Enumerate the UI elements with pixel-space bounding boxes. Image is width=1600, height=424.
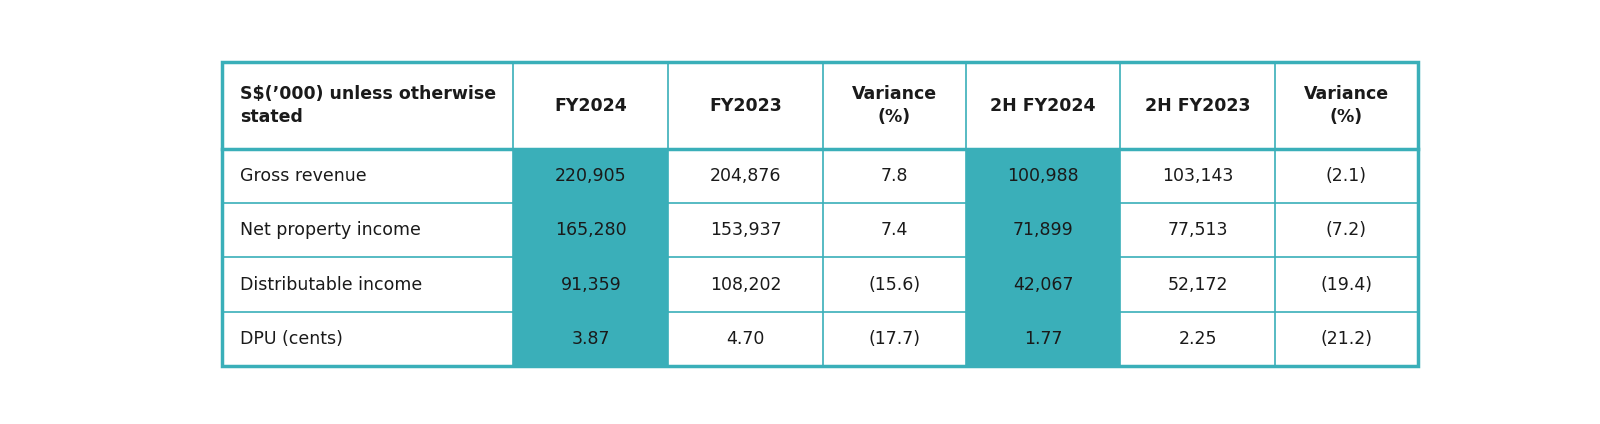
Text: 165,280: 165,280 xyxy=(555,221,627,239)
Bar xyxy=(1120,257,1275,312)
Text: (21.2): (21.2) xyxy=(1320,330,1373,348)
Text: 2H FY2023: 2H FY2023 xyxy=(1146,97,1251,114)
Text: 204,876: 204,876 xyxy=(710,167,781,185)
Bar xyxy=(669,257,822,312)
Text: Variance
(%): Variance (%) xyxy=(851,86,938,126)
Text: 2.25: 2.25 xyxy=(1179,330,1218,348)
Text: 220,905: 220,905 xyxy=(555,167,627,185)
Text: 2H FY2024: 2H FY2024 xyxy=(990,97,1096,114)
Text: 91,359: 91,359 xyxy=(560,276,621,293)
Text: Distributable income: Distributable income xyxy=(240,276,422,293)
Bar xyxy=(514,62,669,149)
Text: 52,172: 52,172 xyxy=(1168,276,1229,293)
Bar xyxy=(669,312,822,366)
Bar xyxy=(514,203,669,257)
Bar xyxy=(669,149,822,203)
Bar xyxy=(514,149,669,203)
Bar xyxy=(822,149,965,203)
Bar xyxy=(1275,149,1418,203)
Text: 153,937: 153,937 xyxy=(710,221,781,239)
Text: (7.2): (7.2) xyxy=(1326,221,1366,239)
Bar xyxy=(822,62,965,149)
Text: Variance
(%): Variance (%) xyxy=(1304,86,1389,126)
Bar xyxy=(222,203,514,257)
Bar xyxy=(669,203,822,257)
Bar xyxy=(222,257,514,312)
Text: DPU (cents): DPU (cents) xyxy=(240,330,342,348)
Text: 77,513: 77,513 xyxy=(1168,221,1229,239)
Bar xyxy=(222,62,514,149)
Bar xyxy=(965,149,1120,203)
Text: 42,067: 42,067 xyxy=(1013,276,1074,293)
Bar xyxy=(514,312,669,366)
Bar xyxy=(1120,312,1275,366)
Text: 7.8: 7.8 xyxy=(880,167,909,185)
Bar xyxy=(965,203,1120,257)
Text: 4.70: 4.70 xyxy=(726,330,765,348)
Bar xyxy=(222,149,514,203)
Bar xyxy=(1275,62,1418,149)
Bar xyxy=(514,257,669,312)
Bar xyxy=(822,203,965,257)
Bar xyxy=(965,312,1120,366)
Text: 103,143: 103,143 xyxy=(1162,167,1234,185)
Bar xyxy=(822,257,965,312)
Text: (19.4): (19.4) xyxy=(1320,276,1373,293)
Text: (15.6): (15.6) xyxy=(869,276,920,293)
Bar xyxy=(1275,312,1418,366)
Bar xyxy=(1120,149,1275,203)
Text: 1.77: 1.77 xyxy=(1024,330,1062,348)
Text: Gross revenue: Gross revenue xyxy=(240,167,366,185)
Text: (17.7): (17.7) xyxy=(869,330,920,348)
Text: FY2023: FY2023 xyxy=(709,97,782,114)
Bar xyxy=(1120,203,1275,257)
Bar xyxy=(965,62,1120,149)
Text: FY2024: FY2024 xyxy=(555,97,627,114)
Text: (2.1): (2.1) xyxy=(1326,167,1366,185)
Bar xyxy=(1275,257,1418,312)
Bar xyxy=(1275,203,1418,257)
Bar xyxy=(965,257,1120,312)
Text: Net property income: Net property income xyxy=(240,221,421,239)
Text: 3.87: 3.87 xyxy=(571,330,610,348)
Bar xyxy=(822,312,965,366)
Text: 100,988: 100,988 xyxy=(1006,167,1078,185)
Bar xyxy=(222,312,514,366)
Bar xyxy=(669,62,822,149)
Text: 71,899: 71,899 xyxy=(1013,221,1074,239)
Text: 7.4: 7.4 xyxy=(880,221,909,239)
Text: 108,202: 108,202 xyxy=(710,276,781,293)
Bar xyxy=(1120,62,1275,149)
Text: S$(’000) unless otherwise
stated: S$(’000) unless otherwise stated xyxy=(240,86,496,126)
